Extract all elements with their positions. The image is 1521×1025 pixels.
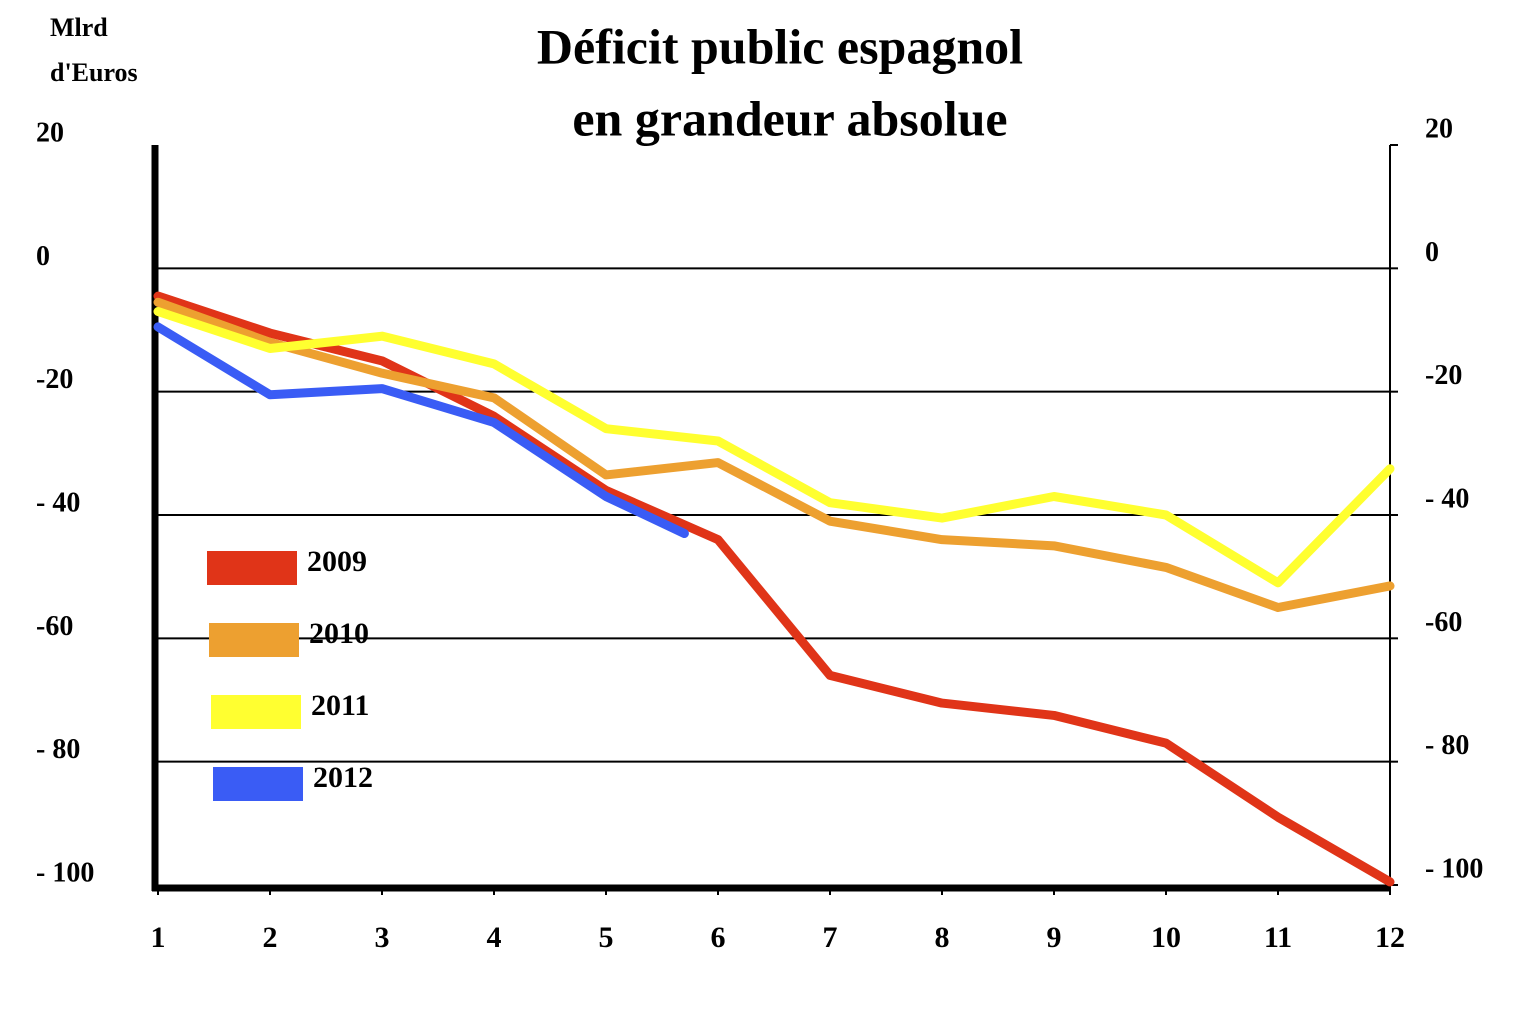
x-tick-label: 9 bbox=[1047, 921, 1062, 954]
legend-label: 2011 bbox=[311, 689, 369, 722]
legend-swatch bbox=[213, 767, 303, 801]
y-tick-label: 20 bbox=[36, 117, 64, 148]
legend-label: 2009 bbox=[307, 545, 367, 578]
x-tick-label: 5 bbox=[599, 921, 614, 954]
x-tick-label: 1 bbox=[151, 921, 166, 954]
y2-tick-label: - 80 bbox=[1425, 730, 1469, 761]
y2-tick-label: -60 bbox=[1425, 607, 1462, 638]
legend-swatch bbox=[209, 623, 299, 657]
legend-swatch bbox=[211, 695, 301, 729]
chart-title: en grandeur absolue bbox=[572, 90, 1007, 146]
series-line bbox=[153, 291, 1395, 887]
x-tick-label: 4 bbox=[487, 921, 502, 954]
y-tick-label: - 80 bbox=[36, 734, 80, 765]
y-tick-label: - 100 bbox=[36, 857, 94, 888]
y-tick-label: - 40 bbox=[36, 487, 80, 518]
x-tick-label: 10 bbox=[1151, 921, 1181, 954]
x-tick-label: 3 bbox=[375, 921, 390, 954]
legend-label: 2010 bbox=[309, 617, 369, 650]
x-tick-label: 11 bbox=[1264, 921, 1292, 954]
chart-title: Déficit public espagnol bbox=[537, 18, 1023, 74]
y2-tick-label: - 100 bbox=[1425, 853, 1483, 884]
x-tick-label: 8 bbox=[935, 921, 950, 954]
series-line bbox=[153, 322, 689, 538]
y-tick-label: -60 bbox=[36, 611, 73, 642]
legend-swatch bbox=[207, 551, 297, 585]
y-axis-label: Mlrd bbox=[50, 13, 108, 42]
y-tick-label: 0 bbox=[36, 241, 50, 272]
series-line bbox=[153, 297, 1395, 612]
legend-label: 2012 bbox=[313, 761, 373, 794]
y2-tick-label: - 40 bbox=[1425, 483, 1469, 514]
y-axis-label: d'Euros bbox=[50, 58, 138, 87]
x-tick-label: 7 bbox=[823, 921, 838, 954]
y2-tick-label: -20 bbox=[1425, 360, 1462, 391]
x-tick-label: 6 bbox=[711, 921, 726, 954]
y2-tick-label: 0 bbox=[1425, 237, 1439, 268]
x-tick-label: 12 bbox=[1375, 921, 1405, 954]
y-tick-label: -20 bbox=[36, 364, 73, 395]
y2-tick-label: 20 bbox=[1425, 113, 1453, 144]
series-line bbox=[153, 307, 1395, 588]
x-tick-label: 2 bbox=[263, 921, 278, 954]
